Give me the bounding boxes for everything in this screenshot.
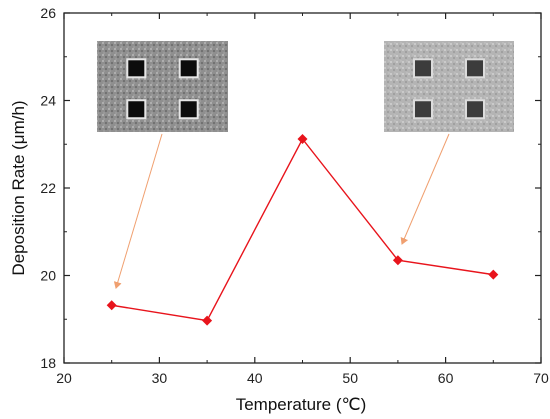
data-point — [392, 255, 403, 266]
x-axis-title: Temperature (℃) — [236, 395, 367, 414]
x-tick-label: 60 — [438, 370, 454, 386]
x-axis-ticks: 20 30 40 50 60 70 — [56, 13, 549, 386]
series-line — [111, 137, 494, 322]
annotation-arrows — [113, 133, 450, 289]
pore — [180, 60, 197, 77]
pore — [415, 60, 431, 77]
y-tick-label: 24 — [40, 93, 56, 109]
data-point — [488, 269, 499, 280]
x-tick-label: 20 — [56, 370, 72, 386]
sem-inset-left — [97, 41, 228, 132]
data-series — [106, 134, 499, 326]
data-point — [202, 315, 213, 326]
y-tick-label: 22 — [40, 180, 56, 196]
x-tick-label: 30 — [152, 370, 168, 386]
inset-background — [384, 41, 514, 132]
y-tick-label: 18 — [40, 355, 56, 371]
x-tick-label: 70 — [533, 370, 549, 386]
x-tick-label: 50 — [342, 370, 358, 386]
y-tick-label: 20 — [40, 268, 56, 284]
y-tick-label: 26 — [40, 5, 56, 21]
y-axis-ticks: 18 20 22 24 26 — [40, 5, 541, 371]
sem-inset-right — [384, 41, 514, 132]
pore — [180, 101, 197, 118]
data-point — [297, 134, 308, 144]
pore — [467, 101, 483, 118]
pore — [467, 60, 483, 77]
inset-background — [97, 41, 228, 132]
pore — [415, 101, 431, 118]
y-axis-title: Deposition Rate (μm/h) — [9, 100, 28, 275]
pore — [128, 101, 145, 118]
arrow-left — [113, 133, 163, 289]
pore — [128, 60, 145, 77]
data-point — [106, 300, 117, 311]
arrow-right — [400, 133, 450, 245]
x-tick-label: 40 — [247, 370, 263, 386]
